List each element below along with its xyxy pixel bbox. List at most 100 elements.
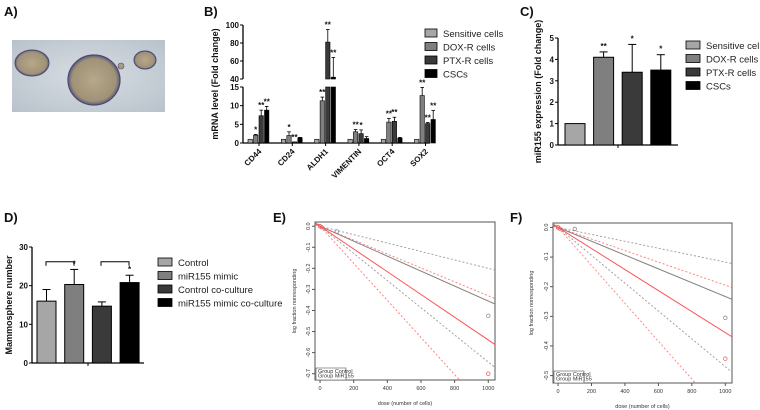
significance-marker: **	[352, 121, 359, 130]
y-tick-label: 0	[235, 139, 240, 148]
significance-marker: *	[287, 123, 291, 132]
x-tick-label: 200	[349, 386, 358, 392]
x-axis-label: dose (number of cells)	[378, 401, 433, 407]
x-tick-label-cd44: CD44	[243, 147, 264, 168]
confidence-line	[553, 223, 696, 383]
bar	[330, 86, 336, 144]
bar	[330, 76, 336, 80]
legend-label: CSCs	[443, 70, 468, 81]
x-tick-label-sox2: SOX2	[408, 147, 430, 169]
significance-marker: **	[600, 42, 607, 51]
panel-label-c: C)	[520, 4, 534, 19]
confidence-line	[553, 225, 732, 288]
mammosphere-micrograph	[12, 40, 165, 112]
bar	[253, 134, 259, 144]
y-tick-label: -0.6	[306, 348, 312, 357]
y-axis-label: miR155 expression (Fold change)	[533, 20, 543, 164]
legend-label: Group MiR155	[318, 374, 354, 380]
bar-cscs	[650, 69, 672, 146]
y-tick-label: 15	[230, 83, 239, 92]
bar	[325, 86, 331, 144]
significance-marker: **	[330, 48, 337, 57]
y-axis-label: log fraction nonresponding	[529, 271, 535, 336]
confidence-line	[315, 222, 461, 380]
x-axis-label: dose (number of cells)	[615, 404, 670, 410]
chart-f-limiting-dilution: 0 200 400 600 800 1000 0.0 -0.1 -0.2 -0.3 -0.4 -0.5…	[529, 222, 733, 410]
fit-line-0	[315, 223, 495, 305]
x-tick-label: 0	[319, 386, 322, 392]
legend-label: Sensitive cells	[706, 41, 760, 52]
panel-label-f: F)	[510, 210, 522, 225]
x-tick-label: 1000	[482, 386, 494, 392]
data-point	[557, 226, 562, 231]
y-tick-label: 0	[550, 141, 555, 150]
legend-swatch	[157, 271, 173, 280]
significance-marker: **	[386, 109, 393, 118]
y-tick-label: 30	[19, 243, 28, 252]
y-tick-label: -0.3	[544, 312, 550, 321]
legend-label: Group MiR155	[556, 377, 592, 383]
significance-marker: *	[360, 121, 364, 130]
y-tick-label: 10	[230, 102, 239, 111]
data-point	[486, 371, 491, 376]
y-tick-label: 80	[230, 39, 239, 48]
legend-swatch	[424, 28, 438, 38]
x-tick-label: 400	[383, 386, 392, 392]
legend-label: DOX-R cells	[706, 55, 759, 66]
bar	[297, 137, 303, 144]
plot-frame	[552, 222, 733, 384]
fit-lines	[315, 222, 495, 380]
confidence-line	[315, 224, 495, 271]
fit-line-0	[553, 224, 732, 300]
bar	[414, 138, 420, 144]
significance-marker: **	[391, 108, 398, 117]
panel-label-e: E)	[273, 210, 286, 225]
legend-swatch	[424, 55, 438, 65]
y-tick-label: -0.7	[306, 369, 312, 378]
fit-line-1	[315, 222, 495, 345]
x-tick-label-oct4: OCT4	[375, 147, 397, 169]
significance-marker: **	[430, 102, 437, 111]
legend-label: Control co-culture	[178, 285, 253, 296]
fit-line-1	[553, 223, 732, 338]
legend-label: PTX-R cells	[706, 68, 756, 79]
confidence-line	[553, 225, 732, 264]
y-axis-label: mRNA level (Fold change)	[210, 28, 220, 139]
y-tick-label: -0.2	[306, 264, 312, 273]
legend-swatch	[685, 81, 701, 90]
panel-label-d: D)	[4, 210, 18, 225]
bar	[353, 131, 359, 144]
legend-swatch	[685, 40, 701, 50]
x-tick-label: 0	[556, 389, 559, 395]
y-tick-label: -0.1	[544, 252, 550, 261]
significance-marker: **	[325, 21, 332, 30]
data-point	[334, 229, 340, 234]
y-tick-label: -0.1	[306, 243, 312, 252]
legend-label: Control	[178, 258, 209, 269]
legend-box	[315, 367, 347, 381]
bar	[280, 138, 286, 144]
legend-label: miR155 mimic co-culture	[178, 299, 283, 310]
legend-swatch	[685, 67, 701, 77]
significance-marker: **	[319, 88, 326, 97]
bar-control-co-culture	[91, 305, 112, 364]
y-tick-label: 60	[230, 57, 239, 66]
x-tick-label: 600	[654, 389, 663, 395]
x-tick-label: 800	[687, 389, 696, 395]
legend-swatch	[424, 69, 438, 78]
legend-swatch	[157, 257, 173, 267]
chart-e-limiting-dilution: 0 200 400 600 800 1000 0.0 -0.1 -0.2 -0.3 -0.4 -0.5…	[292, 221, 496, 407]
bar-mir155-mimic-co-culture	[119, 282, 140, 364]
y-tick-label: 10	[19, 320, 28, 329]
data-point	[723, 356, 728, 361]
bar	[425, 123, 431, 144]
bar	[386, 121, 392, 144]
significance-marker: *	[254, 125, 258, 134]
data-point	[723, 315, 728, 320]
legend-swatch	[424, 42, 438, 51]
bar-control	[36, 300, 57, 364]
y-tick-label: -0.4	[306, 306, 312, 315]
